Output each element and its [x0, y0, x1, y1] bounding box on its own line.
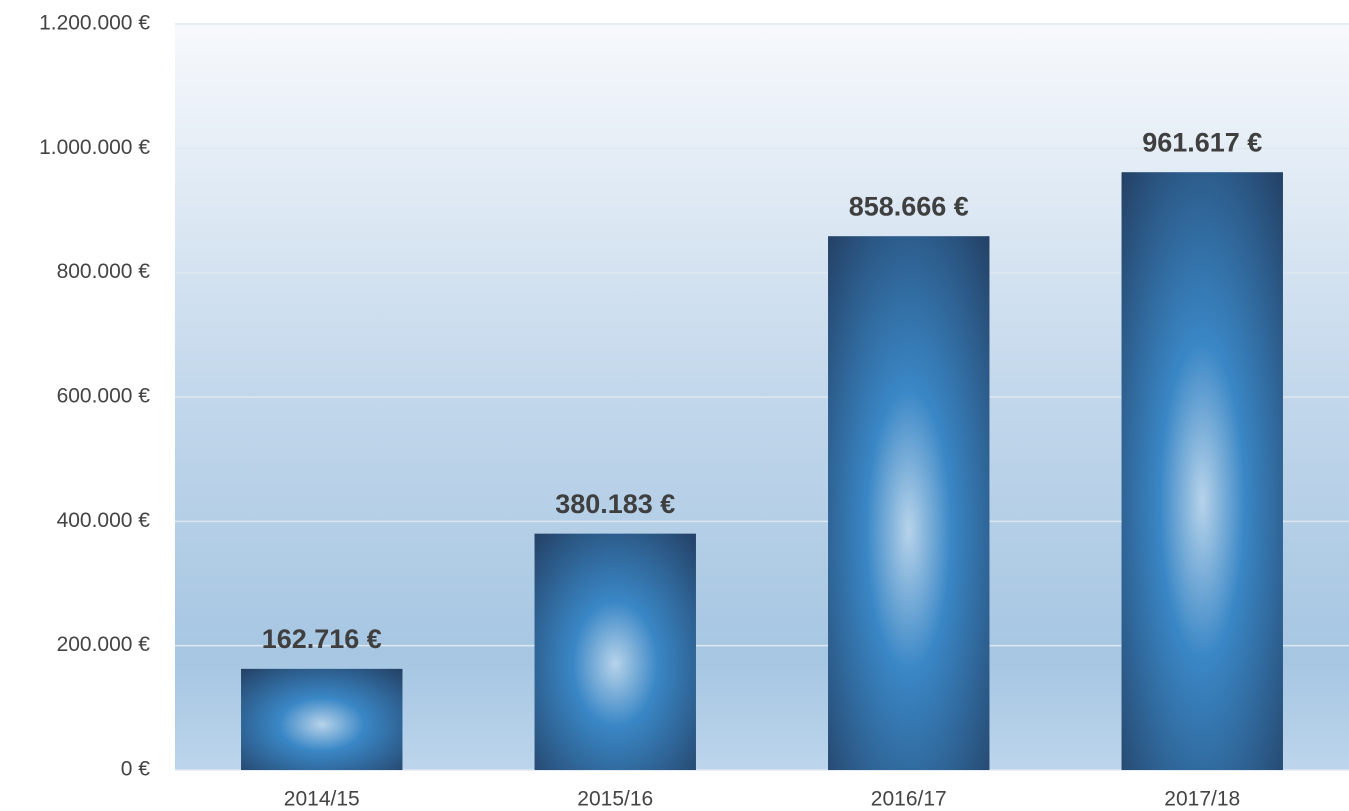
value-label: 961.617 € [1142, 127, 1262, 157]
y-tick-label: 400.000 € [57, 509, 151, 532]
value-label: 858.666 € [849, 191, 969, 221]
x-tick-label: 2015/16 [577, 788, 653, 811]
bar [1121, 172, 1283, 770]
bar [534, 533, 696, 770]
y-tick-label: 1.200.000 € [39, 12, 150, 35]
x-tick-label: 2014/15 [284, 788, 360, 811]
x-tick-label: 2016/17 [871, 788, 947, 811]
value-label: 162.716 € [262, 624, 382, 654]
bar [241, 668, 403, 770]
y-tick-label: 600.000 € [57, 385, 151, 408]
y-tick-label: 1.000.000 € [39, 136, 150, 159]
value-label: 380.183 € [555, 489, 675, 519]
x-tick-label: 2017/18 [1164, 788, 1240, 811]
y-tick-label: 200.000 € [57, 633, 151, 656]
y-tick-label: 0 € [121, 758, 151, 781]
bar [828, 236, 990, 770]
y-tick-label: 800.000 € [57, 260, 151, 283]
